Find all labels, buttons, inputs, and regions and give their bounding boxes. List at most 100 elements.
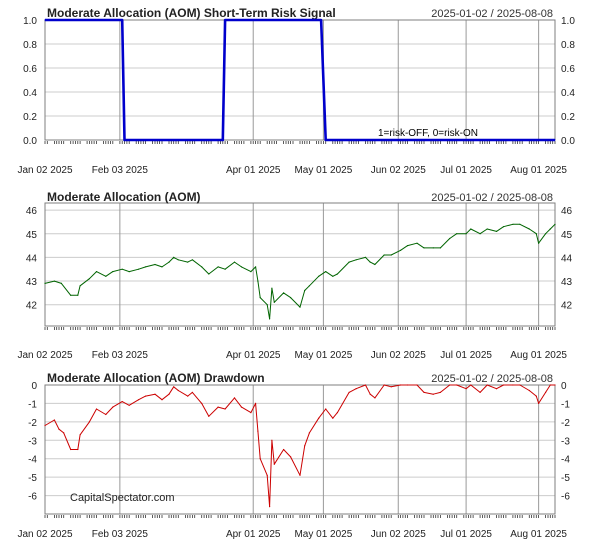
- price-data-point: [208, 273, 210, 275]
- drawdown-data-point: [308, 432, 310, 434]
- price-data-point: [217, 266, 219, 268]
- drawdown-data-point: [208, 415, 210, 417]
- risk-xtick: Feb 03 2025: [92, 165, 149, 176]
- price-data-point: [400, 249, 402, 251]
- price-data-point: [105, 275, 107, 277]
- drawdown-data-point: [191, 391, 193, 393]
- price-data-point: [283, 292, 285, 294]
- price-frame: [44, 202, 556, 327]
- price-ytick-right: 44: [561, 253, 573, 264]
- drawdown-data-point: [255, 402, 257, 404]
- price-data-point: [271, 287, 273, 289]
- risk-xtick: Apr 01 2025: [226, 165, 281, 176]
- drawdown-data-point: [112, 406, 114, 408]
- drawdown-ytick-right: -3: [561, 436, 570, 447]
- drawdown-data-point: [554, 384, 556, 386]
- drawdown-data-point: [390, 386, 392, 388]
- price-xtick: Feb 03 2025: [92, 350, 149, 361]
- drawdown-ytick-right: -2: [561, 418, 570, 429]
- price-xtick: Apr 01 2025: [226, 350, 281, 361]
- price-data-point: [325, 271, 327, 273]
- drawdown-data-point: [535, 395, 537, 397]
- drawdown-ytick-left: -2: [28, 418, 37, 429]
- drawdown-data-point: [105, 413, 107, 416]
- drawdown-data-point: [70, 448, 72, 451]
- risk-annotation: 1=risk-OFF, 0=risk-ON: [378, 128, 478, 139]
- price-xtick: Jan 02 2025: [17, 350, 72, 361]
- drawdown-data-point: [519, 384, 521, 386]
- price-data-point: [519, 223, 521, 225]
- price-data-point: [77, 294, 79, 296]
- risk-ytick-right: 0.2: [561, 112, 575, 123]
- drawdown-data-point: [456, 384, 458, 386]
- drawdown-panel-title: Moderate Allocation (AOM) Drawdown: [47, 371, 265, 385]
- price-data-point: [95, 271, 98, 273]
- price-data-point: [187, 261, 189, 263]
- drawdown-data-point: [528, 389, 530, 392]
- drawdown-data-point: [325, 408, 327, 410]
- drawdown-ytick-left: 0: [31, 381, 37, 392]
- drawdown-data-point: [374, 397, 376, 399]
- drawdown-date-range: 2025-01-02 / 2025-08-08: [431, 373, 553, 385]
- drawdown-data-point: [63, 432, 65, 434]
- drawdown-xtick: Aug 01 2025: [510, 529, 567, 540]
- drawdown-data-point: [336, 412, 338, 414]
- drawdown-data-point: [318, 417, 320, 419]
- drawdown-data-point: [486, 384, 488, 386]
- drawdown-data-point: [400, 384, 402, 386]
- price-data-point: [88, 278, 90, 280]
- drawdown-data-point: [128, 404, 130, 406]
- drawdown-data-point: [121, 401, 123, 403]
- drawdown-ytick-right: 0: [561, 381, 567, 392]
- drawdown-data-point: [502, 384, 505, 386]
- price-data-point: [512, 223, 514, 225]
- drawdown-ytick-left: -6: [28, 492, 37, 503]
- drawdown-data-point: [173, 386, 175, 388]
- price-data-point: [255, 266, 257, 268]
- drawdown-data-point: [290, 456, 292, 458]
- price-data-point: [240, 266, 243, 268]
- risk-date-range: 2025-01-02 / 2025-08-08: [431, 8, 553, 20]
- price-ytick-right: 46: [561, 206, 573, 217]
- drawdown-ytick-left: -3: [28, 436, 37, 447]
- risk-ytick-left: 0.8: [23, 40, 37, 51]
- risk-data-point: [123, 139, 126, 141]
- price-data-point: [121, 268, 123, 270]
- drawdown-data-point: [269, 506, 271, 508]
- risk-xtick: Jun 02 2025: [371, 165, 426, 176]
- drawdown-xtick: Apr 01 2025: [226, 529, 281, 540]
- drawdown-ytick-right: -1: [561, 399, 570, 410]
- price-data-point: [250, 271, 252, 273]
- price-data-point: [266, 304, 268, 306]
- price-data-point: [79, 285, 81, 287]
- drawdown-data-point: [77, 448, 79, 451]
- price-data-point: [161, 266, 163, 268]
- risk-data-point: [320, 19, 322, 21]
- price-data-point: [259, 297, 261, 299]
- price-data-point: [201, 266, 203, 268]
- drawdown-data-point: [538, 402, 540, 404]
- price-data-point: [138, 268, 140, 270]
- price-data-point: [423, 247, 425, 249]
- price-data-point: [470, 228, 472, 230]
- drawdown-data-point: [233, 397, 236, 399]
- drawdown-data-point: [355, 388, 357, 390]
- drawdown-data-point: [266, 474, 268, 476]
- price-data-point: [554, 223, 556, 225]
- drawdown-xtick: May 01 2025: [294, 529, 352, 540]
- price-ytick-right: 42: [561, 301, 573, 312]
- drawdown-xtick: Jan 02 2025: [17, 529, 72, 540]
- drawdown-data-point: [240, 406, 243, 408]
- drawdown-day-ticks: [44, 515, 556, 518]
- price-ytick-left: 45: [26, 230, 38, 241]
- drawdown-data-point: [304, 445, 306, 447]
- drawdown-xtick: Jun 02 2025: [371, 529, 426, 540]
- price-data-point: [456, 233, 458, 235]
- drawdown-data-point: [479, 391, 481, 393]
- risk-ytick-right: 1.0: [561, 16, 575, 27]
- risk-ytick-left: 0.2: [23, 112, 37, 123]
- drawdown-data-point: [407, 384, 409, 386]
- risk-day-ticks: [44, 141, 556, 144]
- price-data-point: [502, 226, 505, 228]
